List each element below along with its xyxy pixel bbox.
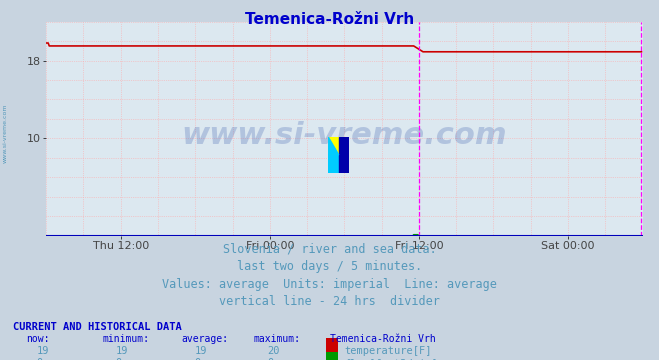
- Text: Temenica-Rožni Vrh: Temenica-Rožni Vrh: [330, 334, 435, 344]
- Text: www.si-vreme.com: www.si-vreme.com: [181, 121, 507, 150]
- Text: CURRENT AND HISTORICAL DATA: CURRENT AND HISTORICAL DATA: [13, 322, 182, 332]
- Text: www.si-vreme.com: www.si-vreme.com: [3, 103, 8, 163]
- Text: 0: 0: [267, 358, 273, 360]
- Text: Slovenia / river and sea data.: Slovenia / river and sea data.: [223, 243, 436, 256]
- Bar: [339, 137, 349, 173]
- Text: 19: 19: [36, 346, 49, 356]
- Text: Values: average  Units: imperial  Line: average: Values: average Units: imperial Line: av…: [162, 278, 497, 291]
- Text: vertical line - 24 hrs  divider: vertical line - 24 hrs divider: [219, 295, 440, 308]
- Polygon shape: [328, 137, 339, 155]
- Text: 20: 20: [267, 346, 279, 356]
- Text: last two days / 5 minutes.: last two days / 5 minutes.: [237, 260, 422, 273]
- Text: now:: now:: [26, 334, 50, 344]
- Text: 0: 0: [36, 358, 42, 360]
- Text: 19: 19: [115, 346, 128, 356]
- Text: 0: 0: [115, 358, 121, 360]
- Text: 19: 19: [194, 346, 207, 356]
- Text: flow[foot3/min]: flow[foot3/min]: [344, 358, 438, 360]
- Text: 0: 0: [194, 358, 200, 360]
- Bar: [328, 155, 339, 173]
- Text: minimum:: minimum:: [102, 334, 149, 344]
- Text: Temenica-Rožni Vrh: Temenica-Rožni Vrh: [245, 12, 414, 27]
- Text: maximum:: maximum:: [254, 334, 301, 344]
- Text: temperature[F]: temperature[F]: [344, 346, 432, 356]
- Bar: [328, 137, 339, 155]
- Text: average:: average:: [181, 334, 228, 344]
